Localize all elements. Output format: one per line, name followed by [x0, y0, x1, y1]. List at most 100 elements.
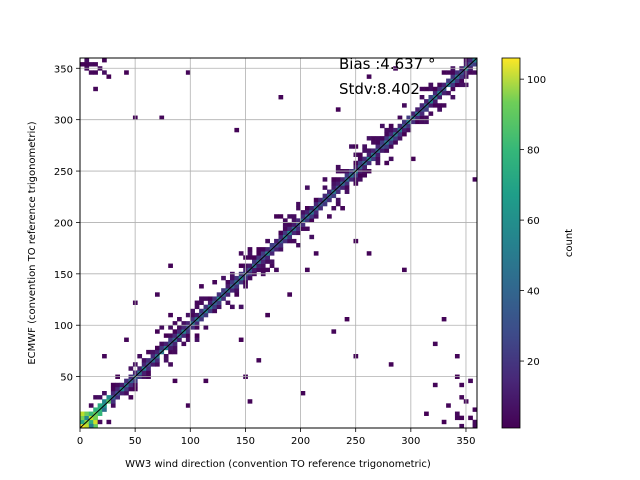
heatmap-cell	[454, 82, 460, 88]
heatmap-cell	[269, 263, 275, 268]
heatmap-cell	[80, 419, 85, 425]
heatmap-cell	[265, 259, 270, 264]
heatmap-cell	[459, 415, 465, 421]
heatmap-cell	[163, 354, 169, 359]
heatmap-cell	[454, 415, 460, 421]
heatmap-cell	[450, 86, 456, 92]
heatmap-cell	[199, 300, 204, 305]
x-tick-label: 0	[77, 436, 83, 447]
x-tick-label: 150	[236, 436, 255, 447]
heatmap-cell	[379, 136, 385, 141]
heatmap-cell	[93, 423, 98, 428]
heatmap-cell	[119, 382, 125, 388]
heatmap-cell	[313, 251, 319, 256]
heatmap-cell	[313, 210, 319, 215]
heatmap-cell	[203, 296, 209, 301]
heatmap-cell	[379, 123, 385, 129]
heatmap-cell	[97, 411, 103, 416]
heatmap-cell	[159, 341, 165, 347]
heatmap-cell	[278, 243, 284, 248]
x-tick-label: 250	[346, 436, 365, 447]
heatmap-cell	[115, 395, 120, 400]
heatmap-cell	[247, 275, 253, 281]
heatmap-cell	[124, 378, 129, 384]
heatmap-cell	[335, 107, 341, 112]
heatmap-cell	[296, 226, 301, 231]
heatmap-cell	[379, 140, 385, 145]
heatmap-cell	[472, 423, 477, 428]
heatmap-cell	[335, 164, 341, 170]
heatmap-cell	[371, 148, 376, 153]
heatmap-cell	[410, 156, 416, 162]
heatmap-cell	[110, 382, 116, 388]
heatmap-cell	[296, 243, 301, 248]
heatmap-cell	[397, 132, 403, 137]
heatmap-cell	[221, 275, 226, 281]
heatmap-cell	[468, 58, 473, 63]
heatmap-cell	[163, 358, 169, 363]
heatmap-cell	[207, 308, 213, 314]
heatmap-cell	[247, 255, 253, 260]
heatmap-cell	[424, 99, 429, 104]
heatmap-cell	[238, 263, 244, 268]
heatmap-cell	[194, 333, 200, 338]
heatmap-cell	[221, 288, 226, 293]
heatmap-cell	[291, 218, 297, 223]
heatmap-cell	[137, 354, 143, 359]
heatmap-cell	[146, 370, 151, 375]
heatmap-cell	[163, 333, 169, 338]
heatmap-cell	[388, 140, 394, 145]
heatmap-cell	[102, 399, 107, 404]
heatmap-cell	[459, 423, 465, 428]
heatmap-cell	[309, 218, 315, 223]
heatmap-cell	[265, 255, 270, 260]
heatmap-cell	[102, 407, 107, 412]
heatmap-cell	[102, 70, 107, 75]
heatmap-cell	[207, 300, 213, 305]
heatmap-cell	[287, 214, 293, 219]
heatmap-cell	[203, 304, 209, 310]
heatmap-cell	[97, 419, 103, 425]
heatmap-cell	[260, 247, 266, 252]
heatmap-cell	[424, 119, 429, 125]
heatmap-cell	[159, 345, 165, 351]
heatmap-cell	[402, 119, 407, 125]
heatmap-cell	[278, 230, 284, 236]
heatmap-cell	[291, 238, 297, 244]
heatmap-cell	[437, 107, 443, 112]
heatmap-cell	[225, 280, 231, 285]
heatmap-cell	[265, 247, 270, 252]
heatmap-cell	[185, 70, 191, 75]
heatmap-cell	[296, 218, 301, 223]
heatmap-cell	[216, 304, 222, 310]
heatmap-cell	[269, 259, 275, 264]
heatmap-cell	[419, 111, 425, 116]
heatmap-cell	[349, 144, 354, 149]
heatmap-cell	[115, 382, 120, 388]
heatmap-cell	[141, 358, 147, 363]
heatmap-cell	[181, 341, 187, 347]
heatmap-cell	[340, 185, 345, 190]
heatmap-cell	[177, 325, 182, 330]
heatmap-cell	[88, 423, 94, 428]
heatmap-cell	[344, 173, 350, 178]
heatmap-cell	[287, 238, 293, 244]
heatmap-cell	[291, 222, 297, 227]
heatmap-cell	[146, 358, 151, 363]
heatmap-cell	[260, 259, 266, 264]
heatmap-cell	[384, 132, 390, 137]
heatmap-cell	[269, 243, 275, 248]
heatmap-cell	[322, 185, 328, 190]
heatmap-cell	[459, 74, 465, 79]
heatmap-cell	[371, 136, 376, 141]
heatmap-cell	[357, 160, 363, 166]
heatmap-cell	[97, 395, 103, 400]
heatmap-cell	[388, 362, 394, 367]
heatmap-cell	[384, 127, 390, 133]
heatmap-cell	[212, 304, 218, 310]
heatmap-cell	[432, 341, 438, 347]
heatmap-cell	[212, 280, 218, 285]
heatmap-cell	[80, 411, 85, 416]
heatmap-cell	[159, 325, 165, 330]
heatmap-cell	[327, 214, 332, 219]
